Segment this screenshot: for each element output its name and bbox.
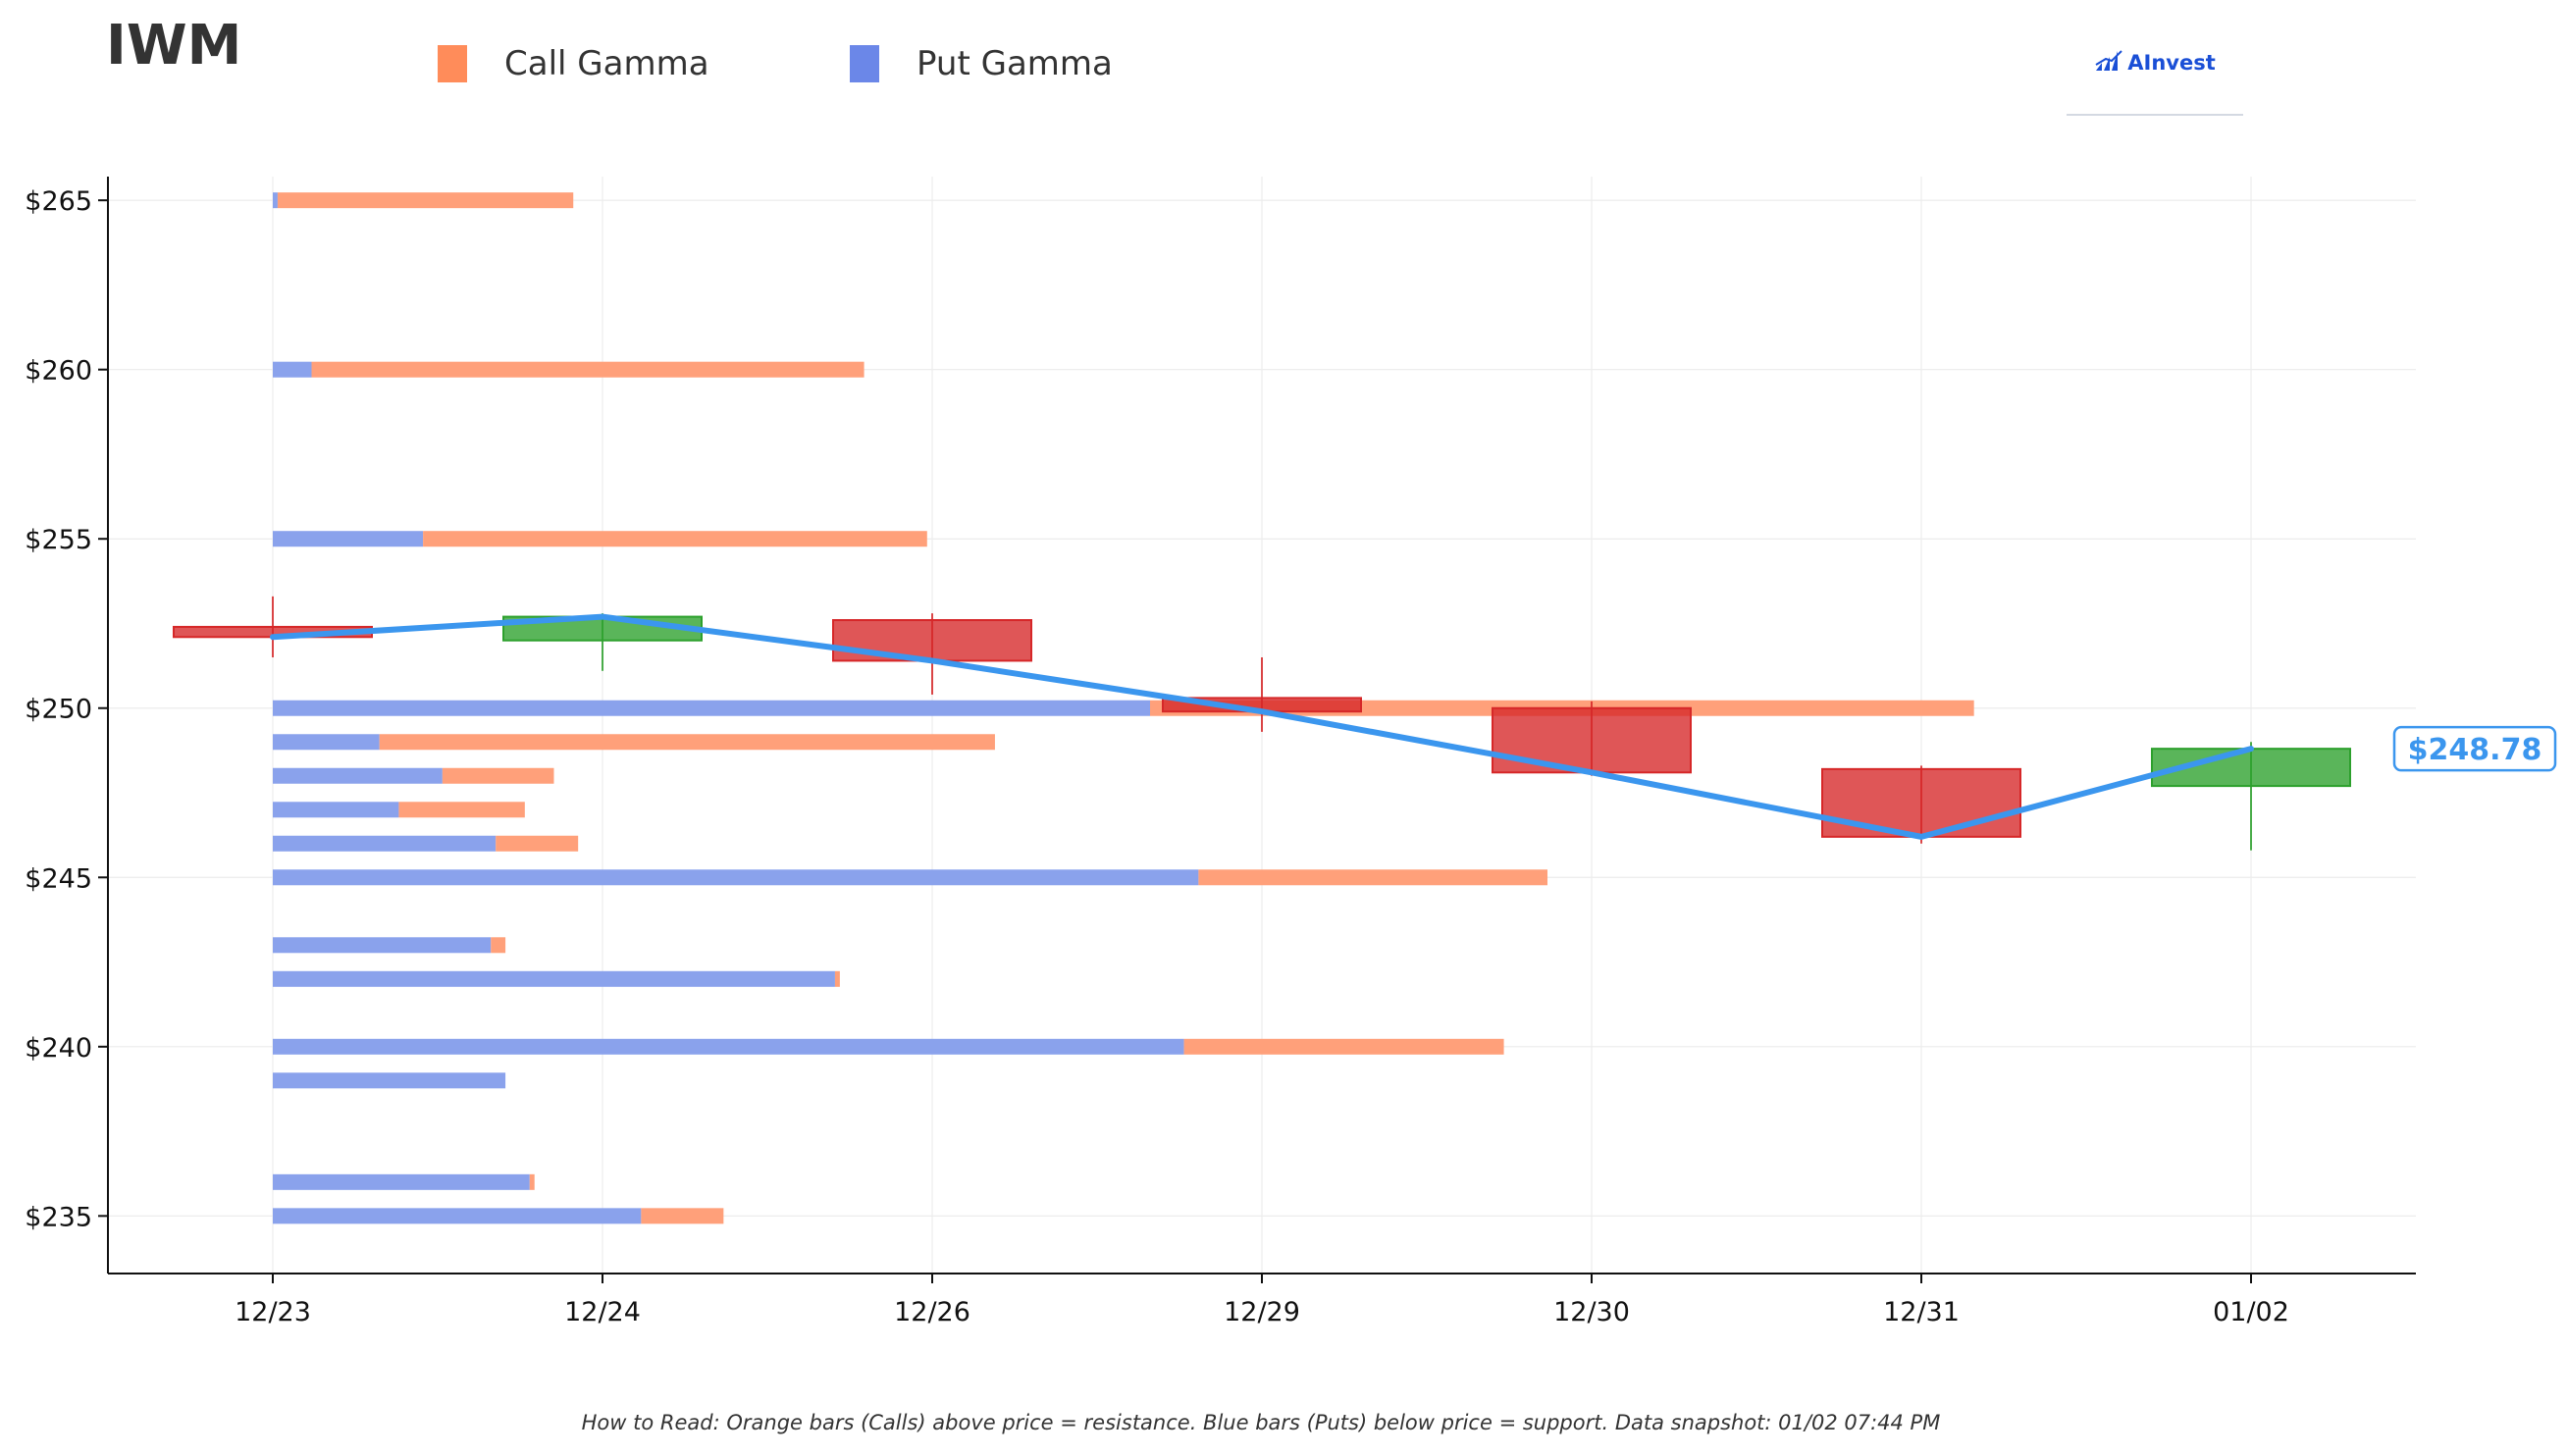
y-tick-label: $255 [25, 525, 92, 555]
candle-body [832, 619, 1032, 662]
call-gamma-bar [442, 767, 554, 784]
price-line [270, 613, 2254, 840]
candle-body [1821, 767, 2021, 838]
put-gamma-bar [273, 937, 492, 954]
put-gamma-bar [273, 767, 443, 784]
put-gamma-bar [273, 970, 835, 987]
how-to-read-footnote: How to Read: Orange bars (Calls) above p… [581, 1411, 1941, 1434]
legend-call-label: Call Gamma [504, 44, 709, 83]
legend-call-swatch [438, 45, 467, 82]
current-price-box [2392, 725, 2557, 772]
put-gamma-bar [273, 734, 380, 751]
call-gamma-bar [311, 361, 864, 378]
gamma-bars [273, 192, 1974, 1224]
logo-chart-icon [2095, 50, 2122, 71]
y-tick-label: $240 [25, 1033, 92, 1064]
put-gamma-bar [273, 1038, 1184, 1055]
x-tick-label: 12/26 [894, 1297, 970, 1327]
put-gamma-bar [273, 531, 424, 547]
put-gamma-bar [273, 361, 312, 378]
put-gamma-bar [273, 700, 1150, 716]
call-gamma-bar [641, 1208, 724, 1224]
call-gamma-bar [491, 937, 506, 954]
y-tick-label: $250 [25, 695, 92, 725]
x-tick-label: 12/23 [235, 1297, 311, 1327]
put-gamma-bar [273, 802, 399, 818]
logo-text: AInvest [2127, 51, 2216, 75]
call-gamma-bar [496, 835, 579, 852]
call-gamma-bar [379, 734, 995, 751]
candles [173, 596, 2351, 851]
put-gamma-bar [273, 1072, 506, 1089]
legend-put: Put Gamma [850, 39, 1113, 88]
legend-put-label: Put Gamma [917, 44, 1113, 83]
x-tick-label: 01/02 [2213, 1297, 2289, 1327]
call-gamma-bar [1198, 869, 1548, 886]
call-gamma-bar [423, 531, 927, 547]
put-gamma-bar [273, 192, 278, 209]
call-gamma-bar [834, 970, 840, 987]
y-tick-label: $235 [25, 1202, 92, 1232]
x-tick-label: 12/24 [564, 1297, 641, 1327]
put-gamma-bar [273, 1208, 642, 1224]
current-price-label: $248.78 [2392, 725, 2557, 772]
y-tick-label: $265 [25, 186, 92, 217]
current-price-text: $248.78 [2408, 733, 2542, 767]
legend-call: Call Gamma [438, 39, 709, 88]
call-gamma-bar [529, 1173, 535, 1190]
x-tick-label: 12/31 [1883, 1297, 1960, 1327]
legend-put-swatch [850, 45, 879, 82]
put-gamma-bar [273, 835, 497, 852]
candle-body [1492, 706, 1692, 774]
y-tick-label: $260 [25, 356, 92, 387]
put-gamma-bar [273, 1173, 530, 1190]
call-gamma-bar [1183, 1038, 1504, 1055]
ticker-title: IWM [106, 14, 242, 78]
x-tick-label: 12/29 [1224, 1297, 1300, 1327]
brand-logo: AInvest [2067, 49, 2243, 116]
y-tick-label: $245 [25, 863, 92, 894]
put-gamma-bar [273, 869, 1199, 886]
x-tick-label: 12/30 [1553, 1297, 1630, 1327]
call-gamma-bar [398, 802, 525, 818]
call-gamma-bar [277, 192, 574, 209]
